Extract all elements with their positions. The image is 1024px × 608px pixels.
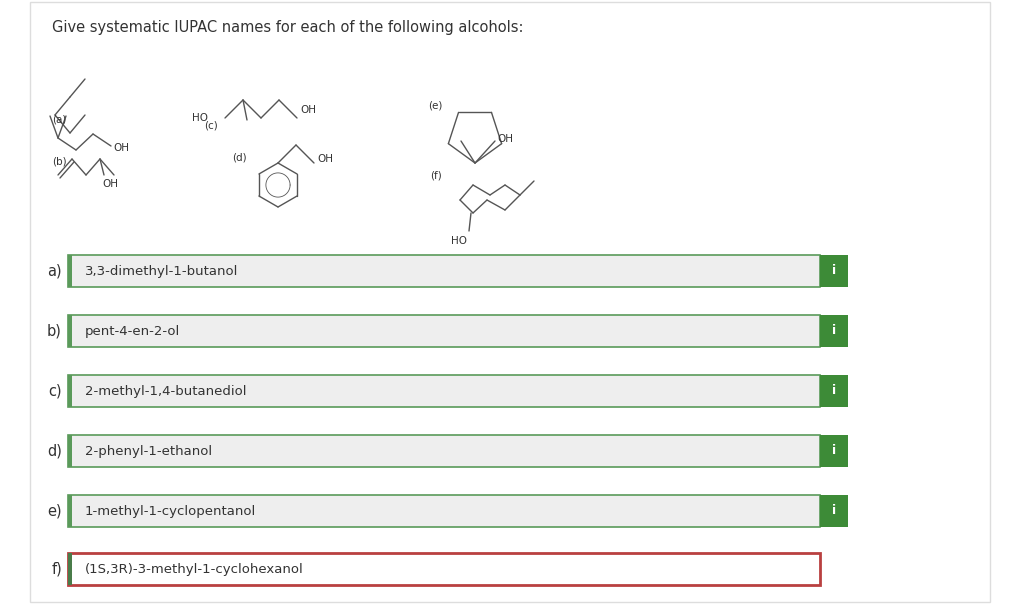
Text: (1S,3R)-3-methyl-1-cyclohexanol: (1S,3R)-3-methyl-1-cyclohexanol <box>85 562 304 576</box>
Text: (c): (c) <box>204 121 218 131</box>
Text: f): f) <box>51 562 62 576</box>
Text: 2-phenyl-1-ethanol: 2-phenyl-1-ethanol <box>85 444 212 457</box>
Bar <box>68 255 72 287</box>
Text: c): c) <box>48 384 62 398</box>
Text: (e): (e) <box>428 101 442 111</box>
Text: pent-4-en-2-ol: pent-4-en-2-ol <box>85 325 180 337</box>
Bar <box>820 255 848 287</box>
Text: a): a) <box>47 263 62 278</box>
Text: i: i <box>831 444 836 457</box>
Text: (f): (f) <box>430 170 441 180</box>
Text: Give systematic IUPAC names for each of the following alcohols:: Give systematic IUPAC names for each of … <box>52 20 523 35</box>
Text: OH: OH <box>113 143 129 153</box>
Bar <box>68 495 72 527</box>
Bar <box>68 495 820 527</box>
Text: (d): (d) <box>232 153 247 163</box>
Bar <box>68 435 820 467</box>
Text: i: i <box>831 505 836 517</box>
Bar <box>68 553 72 585</box>
Bar <box>820 435 848 467</box>
Text: b): b) <box>47 323 62 339</box>
Text: d): d) <box>47 443 62 458</box>
FancyBboxPatch shape <box>30 2 990 602</box>
Text: OH: OH <box>102 179 118 189</box>
Bar <box>68 315 820 347</box>
Bar <box>68 435 72 467</box>
Bar <box>68 553 820 585</box>
Bar <box>820 375 848 407</box>
Bar <box>820 315 848 347</box>
Text: 3,3-dimethyl-1-butanol: 3,3-dimethyl-1-butanol <box>85 264 239 277</box>
Text: HO: HO <box>193 113 208 123</box>
Text: e): e) <box>47 503 62 519</box>
Bar <box>68 375 820 407</box>
Bar <box>68 315 72 347</box>
Text: 1-methyl-1-cyclopentanol: 1-methyl-1-cyclopentanol <box>85 505 256 517</box>
Text: 2-methyl-1,4-butanediol: 2-methyl-1,4-butanediol <box>85 384 247 398</box>
Text: OH: OH <box>497 134 513 144</box>
Text: i: i <box>831 325 836 337</box>
Text: OH: OH <box>317 154 333 164</box>
Text: OH: OH <box>300 105 316 115</box>
Bar <box>68 375 72 407</box>
Text: (b): (b) <box>52 157 67 167</box>
Text: i: i <box>831 264 836 277</box>
Bar <box>820 495 848 527</box>
Text: (a): (a) <box>52 115 67 125</box>
Text: HO: HO <box>451 236 467 246</box>
Bar <box>68 255 820 287</box>
Text: i: i <box>831 384 836 398</box>
